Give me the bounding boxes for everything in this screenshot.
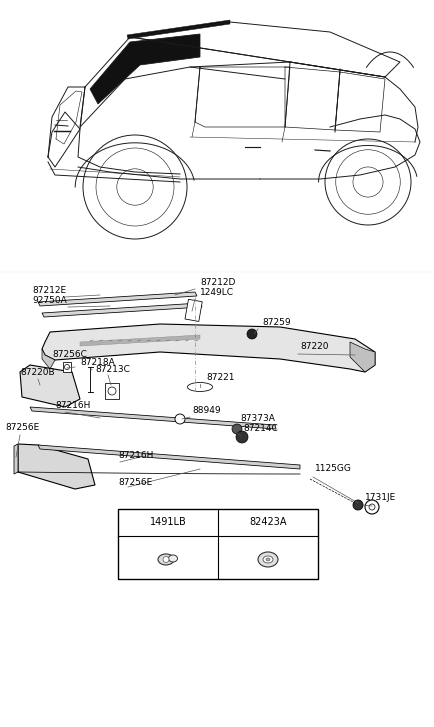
Text: 82423A: 82423A — [249, 518, 286, 527]
Polygon shape — [20, 365, 80, 407]
Text: 87212E: 87212E — [32, 286, 66, 295]
Polygon shape — [42, 303, 201, 317]
Ellipse shape — [117, 169, 153, 205]
Ellipse shape — [83, 135, 187, 239]
Ellipse shape — [187, 382, 212, 392]
Text: 87216H: 87216H — [118, 451, 153, 460]
Text: 87213C: 87213C — [95, 365, 130, 374]
Polygon shape — [18, 444, 95, 489]
Text: 87256C: 87256C — [52, 350, 87, 359]
Polygon shape — [127, 20, 230, 39]
Text: 87221: 87221 — [206, 373, 234, 382]
Circle shape — [352, 500, 362, 510]
Ellipse shape — [263, 556, 273, 563]
Circle shape — [236, 431, 247, 443]
Text: 87259: 87259 — [261, 318, 290, 327]
Circle shape — [163, 556, 169, 563]
Text: 88949: 88949 — [191, 406, 220, 415]
Text: 87220B: 87220B — [20, 368, 55, 377]
Polygon shape — [80, 335, 200, 346]
Ellipse shape — [257, 552, 277, 567]
Bar — [118, 509, 317, 579]
Ellipse shape — [265, 558, 270, 561]
Text: 1731JE: 1731JE — [364, 493, 395, 502]
Circle shape — [368, 504, 374, 510]
Bar — [105, 383, 119, 399]
Text: 1125GG: 1125GG — [314, 464, 351, 473]
Polygon shape — [42, 349, 55, 369]
Polygon shape — [90, 34, 200, 104]
Text: 87220: 87220 — [299, 342, 328, 351]
Text: 1491LB: 1491LB — [149, 518, 186, 527]
Ellipse shape — [335, 150, 399, 214]
Text: 1249LC: 1249LC — [200, 288, 233, 297]
Polygon shape — [30, 407, 275, 429]
Ellipse shape — [352, 167, 382, 197]
Ellipse shape — [96, 148, 174, 226]
Text: 87212D: 87212D — [200, 278, 235, 287]
Text: 87218A: 87218A — [80, 358, 115, 367]
Text: 92750A: 92750A — [32, 296, 66, 305]
Bar — [63, 362, 71, 372]
Ellipse shape — [158, 554, 174, 565]
Text: 87256E: 87256E — [5, 423, 39, 432]
Ellipse shape — [324, 139, 410, 225]
Ellipse shape — [168, 555, 177, 562]
Bar — [184, 300, 202, 321]
Text: 87216H: 87216H — [55, 401, 90, 410]
Polygon shape — [38, 292, 197, 306]
Polygon shape — [349, 342, 374, 372]
Polygon shape — [38, 445, 299, 469]
Text: 87256E: 87256E — [118, 478, 152, 487]
Circle shape — [247, 329, 256, 339]
Polygon shape — [42, 324, 374, 372]
Circle shape — [364, 500, 378, 514]
Text: 87214C: 87214C — [243, 424, 277, 433]
Circle shape — [231, 424, 241, 434]
Polygon shape — [14, 444, 18, 474]
Text: 87373A: 87373A — [240, 414, 274, 423]
Circle shape — [174, 414, 184, 424]
